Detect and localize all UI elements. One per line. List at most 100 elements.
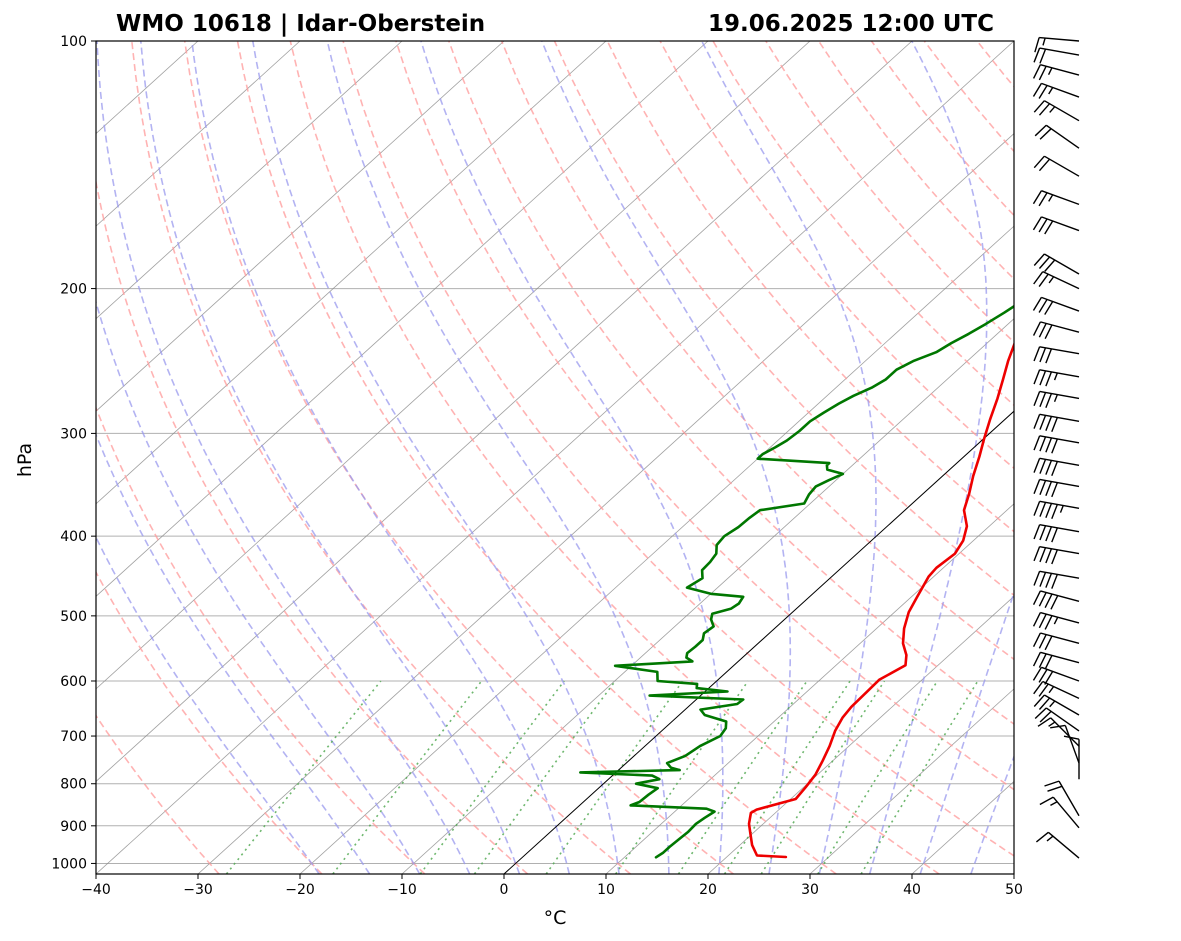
wind-barb-flag (1044, 635, 1053, 651)
wind-barb-flag (1033, 100, 1045, 113)
wind-barb-flag (1045, 548, 1053, 564)
dry-adiabat (96, 405, 426, 874)
wind-barb-flag (1032, 632, 1041, 648)
isotherm-line (605, 503, 1014, 874)
wind-barb-flag (1051, 482, 1058, 498)
wind-barb-flag (1039, 710, 1052, 723)
wind-barb (1033, 694, 1080, 716)
wind-barb (1032, 321, 1080, 340)
wind-barb-flag (1033, 501, 1041, 516)
y-axis-ticks: 1000 900 800 700 600 500 400 300 200 100 (51, 34, 96, 872)
zero-isotherm-line (503, 410, 1014, 874)
wind-barb-half-flag (1048, 194, 1054, 202)
isotherm-line (401, 318, 1014, 874)
mixing-ratio-line (860, 680, 979, 874)
wind-barb-staff (1039, 435, 1080, 444)
wind-barb (1032, 296, 1080, 315)
plot-frame (95, 40, 1015, 875)
moist-adiabat (191, 41, 571, 874)
dry-adiabat (606, 41, 1014, 533)
wind-barb-flag (1032, 590, 1041, 605)
wind-barb-flag (1039, 502, 1047, 517)
y-tick-label: 1000 (51, 856, 87, 872)
wind-barb-staff (1041, 296, 1080, 312)
wind-barb-staff (1052, 796, 1080, 829)
moist-adiabat (252, 41, 620, 874)
wind-barb-staff (1039, 47, 1080, 56)
wind-barb-half-flag (1048, 686, 1055, 694)
wind-barb (1033, 500, 1080, 519)
wind-barb-staff (1039, 545, 1080, 555)
wind-barb-staff (1044, 155, 1080, 177)
wind-barb-flag (1045, 371, 1053, 387)
wind-barb-flag (1033, 694, 1045, 707)
isotherm-line (96, 41, 1014, 874)
wind-barb (1033, 100, 1080, 122)
y-tick-label: 200 (60, 282, 87, 298)
wind-barb-staff (1039, 570, 1080, 579)
wind-barb (1033, 435, 1080, 454)
dry-adiabat (96, 177, 529, 874)
wind-barb-flag (1033, 458, 1041, 473)
wind-barb-flag (1037, 717, 1052, 727)
wind-barb-staff (1039, 478, 1080, 488)
isotherm-line (197, 133, 1014, 874)
dry-adiabats (96, 41, 1014, 874)
wind-barb-flag (1033, 391, 1041, 406)
y-tick-label: 700 (60, 729, 87, 745)
mixing-ratio-line (332, 680, 483, 874)
wind-barb-half-flag (1049, 700, 1056, 708)
wind-barb-staff (1050, 717, 1080, 747)
wind-barb-flag (1039, 415, 1047, 430)
wind-barb-flag (1039, 796, 1054, 806)
wind-barb-staff (1039, 346, 1080, 355)
wind-barb (1033, 390, 1080, 409)
isotherm-line (707, 595, 1014, 874)
wind-barb-staff (1042, 680, 1080, 700)
y-tick-label: 300 (60, 426, 87, 442)
isotherm-line (96, 41, 913, 782)
wind-barb-flag (1032, 297, 1043, 311)
y-tick-label: 500 (60, 609, 87, 625)
wind-barb-flag (1044, 671, 1054, 685)
wind-barb-flag (1033, 435, 1041, 451)
moist-adiabat (541, 41, 792, 874)
wind-barb-flag (1039, 128, 1052, 140)
wind-barb-staff (1044, 694, 1080, 716)
wind-barb-half-flag (1049, 106, 1056, 113)
wind-barb-staff (1044, 253, 1080, 275)
chart-title-datetime: 19.06.2025 12:00 UTC (708, 11, 994, 37)
wind-barb (1033, 680, 1080, 700)
wind-barb-staff (1040, 321, 1080, 333)
wind-barb (1034, 707, 1080, 732)
wind-barb-flag (1039, 436, 1047, 452)
dry-adiabat (183, 41, 734, 874)
wind-barb-flag (1033, 253, 1045, 266)
wind-barb (1032, 64, 1080, 81)
dry-adiabat (236, 41, 837, 874)
y-axis-label: hPa (14, 443, 36, 477)
dry-adiabat (448, 41, 1014, 726)
x-tick-label: −10 (387, 882, 417, 898)
wind-barb-flag (1033, 155, 1045, 169)
wind-barb-flag (1038, 256, 1051, 269)
wind-barb-flag (1045, 393, 1053, 409)
moist-adiabat (96, 299, 421, 874)
wind-barb-flag (1044, 655, 1053, 670)
wind-barb-flag (1039, 347, 1047, 363)
wind-barb-flag (1032, 612, 1041, 627)
moist-adiabat (970, 754, 1014, 874)
wind-barb-flag (1044, 259, 1056, 272)
wind-barb-flag (1039, 525, 1047, 541)
sounding-profiles (579, 304, 1014, 859)
wind-barb-flag (1032, 64, 1041, 79)
wind-barb-flag (1044, 780, 1060, 787)
wind-barb-half-flag (1042, 37, 1046, 46)
wind-barb (1034, 124, 1080, 149)
zero-degree-isotherm (503, 410, 1014, 874)
wind-barb-staff (1040, 611, 1080, 624)
wind-barb-flag (1044, 220, 1054, 235)
isotherm-line (96, 41, 607, 505)
wind-barb-flag (1039, 572, 1047, 587)
wind-barb (1032, 190, 1080, 207)
